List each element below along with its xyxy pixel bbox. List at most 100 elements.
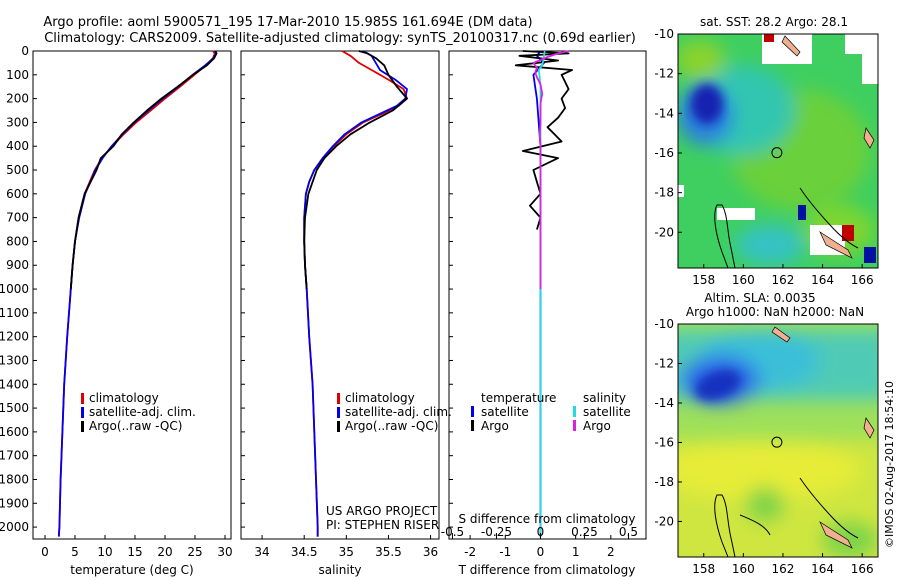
map-x-tick-label: 158	[692, 273, 715, 287]
salinity-xlabel: salinity	[318, 563, 361, 577]
header-line-1: Argo profile: aoml 5900571_195 17-Mar-20…	[43, 15, 532, 30]
float-marker	[771, 147, 783, 159]
t-difference-xlabel: T difference from climatology	[458, 563, 636, 577]
depth-tick-label: 1600	[0, 425, 29, 439]
map-y-tick-label: -20	[654, 514, 674, 528]
x-tick-label: 25	[187, 545, 202, 559]
legend-swatch-s-satellite	[573, 406, 576, 417]
series-line-climatology	[303, 50, 408, 537]
map-x-tick-label: 158	[692, 562, 715, 576]
depth-tick-label: 0	[21, 44, 29, 58]
sst-map-frame	[677, 33, 879, 269]
salinity-plot: 34 34.5 35 35.5 36	[254, 50, 438, 559]
header-line-2: Climatology: CARS2009. Satellite-adjuste…	[44, 31, 636, 46]
depth-tick-label: 700	[6, 211, 29, 225]
map-y-tick-label: -10	[654, 27, 674, 41]
s-tick-label: 0	[537, 525, 545, 539]
sst-warm-patch	[678, 40, 725, 80]
map-x-tick-label: 160	[732, 273, 755, 287]
legend-label-climatology: climatology	[345, 391, 415, 405]
float-position-circle	[771, 436, 783, 448]
series-line-climatology	[57, 50, 216, 537]
map-x-tick-label: 162	[771, 273, 794, 287]
map-x-tick-label: 166	[851, 273, 874, 287]
depth-tick-label: 800	[6, 234, 29, 248]
series-line-s-argo	[532, 50, 569, 289]
x-tick-label: -2	[464, 545, 476, 559]
float-position-circle	[771, 147, 783, 159]
sst-cold-pixel	[864, 247, 876, 263]
legend-label-s-satellite: satellite	[583, 405, 631, 419]
s-tick-label: 0.5	[619, 525, 638, 539]
legend-label-argo: Argo(..raw -QC)	[89, 419, 182, 433]
salinity-legend: climatology satellite-adj. clim. Argo(..…	[326, 391, 452, 532]
legend-swatch-satellite	[81, 407, 84, 418]
s-tick-label: 0.25	[571, 525, 598, 539]
sla-map-axes: 158 160 162 164 166 -10 -12 -14 -16 -18 -20	[654, 317, 873, 576]
sst-cold-pixel	[798, 205, 806, 220]
legend-title-temperature: temperature	[481, 391, 556, 405]
sst-cool-patch	[735, 225, 805, 265]
sla-map-frame	[677, 323, 879, 558]
depth-tick-label: 1800	[0, 472, 29, 486]
credit: ©IMOS 02-Aug-2017 18:54:10	[883, 381, 896, 548]
legend-label-t-satellite: satellite	[481, 405, 529, 419]
s-tick-label: -0.5	[441, 525, 464, 539]
series-line-t-satellite	[532, 50, 545, 537]
legend-label-climatology: climatology	[89, 391, 159, 405]
s-difference-xlabel: S difference from climatology	[459, 512, 636, 526]
annotation-project: US ARGO PROJECT	[326, 504, 438, 518]
map-y-tick-label: -12	[654, 67, 674, 81]
legend-swatch-t-argo	[471, 420, 474, 431]
sst-missing-data	[678, 185, 684, 197]
map-x-tick-label: 164	[811, 273, 834, 287]
x-tick-label: 1	[572, 545, 580, 559]
salinity-panel-frame	[240, 50, 440, 540]
sla-map	[678, 324, 878, 557]
x-tick-label: 15	[127, 545, 142, 559]
x-tick-label: 10	[97, 545, 112, 559]
depth-tick-label: 900	[6, 258, 29, 272]
coastline	[799, 477, 859, 539]
map-y-tick-label: -12	[654, 356, 674, 370]
x-tick-label: 35	[339, 545, 354, 559]
map-y-tick-label: -16	[654, 146, 674, 160]
land	[771, 326, 791, 343]
sla-warm-region	[678, 440, 860, 500]
depth-tick-label: 600	[6, 187, 29, 201]
legend-swatch-climatology	[337, 393, 340, 404]
series-line-argo-raw-qc-	[69, 50, 218, 290]
s-tick-label: -0.25	[481, 525, 512, 539]
legend-swatch-argo	[81, 421, 84, 432]
x-tick-label: 34	[254, 545, 269, 559]
x-tick-label: 0	[41, 545, 49, 559]
land	[819, 521, 853, 549]
coastline	[799, 187, 859, 249]
depth-tick-label: 300	[6, 115, 29, 129]
sla-green-patch	[820, 520, 878, 557]
temperature-panel-frame	[32, 50, 232, 540]
depth-tick-label: 1300	[0, 353, 29, 367]
depth-tick-label: 1700	[0, 449, 29, 463]
sst-map-title: sat. SST: 28.2 Argo: 28.1	[700, 15, 848, 29]
float-marker	[771, 436, 783, 448]
coastline	[739, 514, 771, 536]
x-tick-label: 30	[217, 545, 232, 559]
temperature-plot: 0 5 10 15 20 25 30	[41, 50, 233, 559]
legend-label-satellite: satellite-adj. clim.	[89, 405, 196, 419]
sst-missing-data	[862, 54, 878, 84]
map-y-tick-label: -18	[654, 186, 674, 200]
difference-legend: temperature satellite Argo salinity sate…	[471, 391, 631, 433]
temperature-legend: climatology satellite-adj. clim. Argo(..…	[81, 391, 196, 433]
map-y-tick-label: -16	[654, 435, 674, 449]
coastline	[714, 204, 736, 268]
depth-tick-label: 400	[6, 139, 29, 153]
x-tick-label: 36	[423, 545, 438, 559]
depth-tick-label: 100	[6, 68, 29, 82]
sst-missing-data	[845, 34, 878, 54]
land	[863, 417, 875, 439]
x-tick-label: 34.5	[291, 545, 318, 559]
legend-label-satellite: satellite-adj. clim.	[345, 405, 452, 419]
depth-tick-label: 1500	[0, 401, 29, 415]
